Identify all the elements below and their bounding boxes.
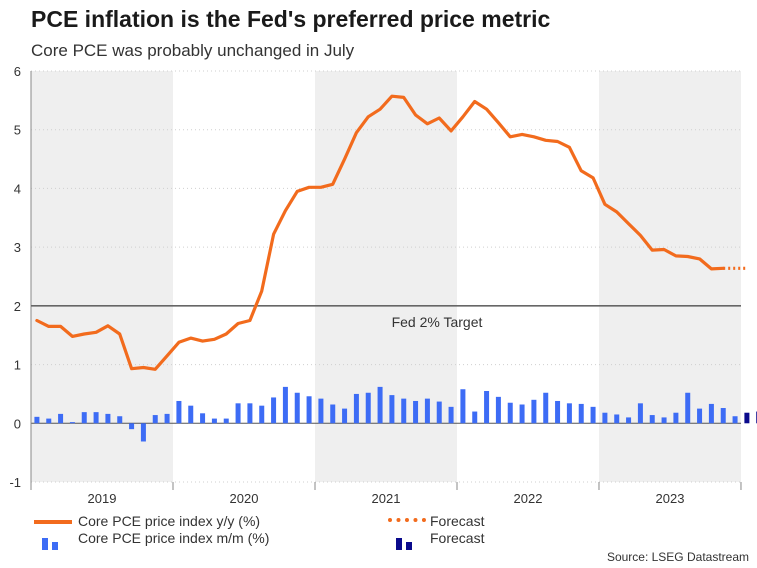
- mm-bar: [342, 408, 348, 424]
- fed-target-label: Fed 2% Target: [392, 314, 483, 330]
- x-tick-label: 2023: [656, 491, 685, 506]
- y-tick-label: 1: [14, 358, 21, 373]
- mm-bar: [413, 400, 419, 424]
- mm-bar: [365, 392, 371, 424]
- x-tick-label: 2021: [372, 491, 401, 506]
- mm-bar: [555, 400, 561, 424]
- legend-yy-swatch: [34, 520, 72, 524]
- mm-bar-forecast: [744, 412, 750, 424]
- yy-line: [35, 94, 725, 371]
- chart-title: PCE inflation is the Fed's preferred pri…: [31, 6, 551, 32]
- mm-bar: [626, 417, 632, 424]
- mm-bar: [93, 412, 99, 424]
- mm-bar: [401, 398, 407, 424]
- mm-bar: [152, 415, 158, 424]
- mm-bar: [685, 392, 691, 424]
- mm-bar: [484, 390, 490, 424]
- mm-bar: [223, 418, 229, 424]
- mm-bar: [649, 415, 655, 424]
- mm-bar: [117, 416, 123, 424]
- mm-bar: [294, 392, 300, 424]
- mm-bar: [531, 399, 537, 424]
- mm-bar: [661, 417, 667, 424]
- mm-bar: [578, 403, 584, 424]
- mm-bar: [188, 405, 194, 424]
- mm-bar: [637, 403, 643, 424]
- mm-bar: [566, 403, 572, 424]
- mm-bar: [176, 400, 182, 424]
- mm-bar: [46, 418, 52, 424]
- mm-bar: [81, 412, 87, 424]
- mm-bar: [590, 406, 596, 424]
- mm-bar: [330, 404, 336, 424]
- x-tick-label: 2022: [514, 491, 543, 506]
- mm-bar: [614, 414, 620, 424]
- mm-bar: [708, 403, 714, 424]
- mm-bar: [58, 413, 64, 424]
- mm-bar: [105, 413, 111, 424]
- mm-bars: [34, 386, 757, 442]
- legend-mm-label: Core PCE price index m/m (%): [78, 530, 270, 546]
- shade-2019: [31, 71, 173, 482]
- legend-yy-forecast-swatch: [388, 518, 426, 526]
- mm-bar: [519, 404, 525, 424]
- legend-yy-label: Core PCE price index y/y (%): [78, 513, 261, 529]
- yy-line-group: [35, 94, 747, 371]
- mm-bar: [200, 413, 206, 424]
- mm-bar: [436, 401, 442, 424]
- x-tick-label: 2019: [88, 491, 117, 506]
- x-axis-year-labels: 201920202021202220232024: [30, 482, 742, 506]
- mm-bar: [211, 418, 217, 424]
- mm-bar: [318, 398, 324, 424]
- mm-bar: [495, 396, 501, 424]
- mm-bar: [271, 397, 277, 424]
- mm-bar: [448, 406, 454, 424]
- mm-bar: [235, 403, 241, 424]
- mm-bar: [602, 412, 608, 424]
- mm-bar: [697, 408, 703, 424]
- legend-yy-forecast-label: Forecast: [430, 513, 485, 529]
- gridlines: [30, 70, 741, 483]
- mm-bar: [424, 398, 430, 424]
- y-tick-label: 3: [14, 240, 21, 255]
- mm-bar: [460, 389, 466, 424]
- year-shading: [31, 71, 741, 482]
- y-tick-label: -1: [9, 475, 21, 490]
- mm-bar: [507, 402, 513, 424]
- shade-2023: [598, 71, 741, 482]
- y-tick-label: 5: [14, 123, 21, 138]
- mm-bar: [673, 412, 679, 424]
- legend-mm-forecast-swatch: [396, 532, 416, 550]
- mm-bar: [164, 413, 170, 424]
- mm-bar: [247, 403, 253, 424]
- mm-bar: [34, 416, 40, 424]
- y-tick-label: 0: [14, 416, 21, 431]
- mm-bar: [377, 386, 383, 424]
- source-note: Source: LSEG Datastream: [606, 550, 749, 564]
- mm-bar: [389, 395, 395, 424]
- mm-bar: [306, 396, 312, 424]
- mm-bar: [282, 386, 288, 424]
- shade-2021: [314, 71, 457, 482]
- chart-subtitle: Core PCE was probably unchanged in July: [31, 41, 355, 60]
- mm-bar: [129, 423, 135, 430]
- fed-target: Fed 2% Target: [31, 305, 741, 330]
- y-tick-label: 4: [14, 181, 21, 196]
- x-tick-label: 2020: [230, 491, 259, 506]
- y-tick-label: 2: [14, 299, 21, 314]
- y-tick-label: 6: [14, 64, 21, 79]
- y-axis-ticks: -1 0 1 2 3 4 5 6: [9, 64, 21, 490]
- legend-mm-forecast-label: Forecast: [430, 530, 485, 546]
- mm-bar: [472, 411, 478, 424]
- legend-mm-swatch: [42, 532, 62, 550]
- mm-bar: [720, 408, 726, 424]
- mm-bar: [69, 422, 75, 424]
- mm-bar: [732, 416, 738, 424]
- mm-bar: [259, 405, 265, 424]
- mm-bar: [543, 392, 549, 424]
- mm-bar: [140, 423, 146, 442]
- mm-bar: [353, 393, 359, 424]
